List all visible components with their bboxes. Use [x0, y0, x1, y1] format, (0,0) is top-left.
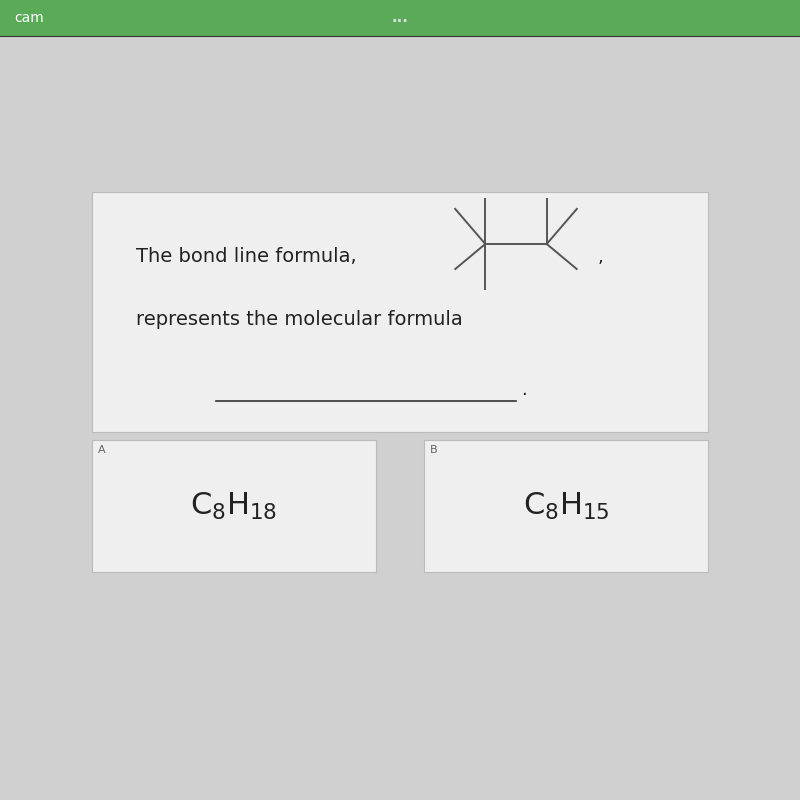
Text: cam: cam: [14, 11, 44, 25]
FancyBboxPatch shape: [92, 192, 708, 432]
FancyBboxPatch shape: [0, 0, 800, 36]
Text: $\mathregular{C_8H_{18}}$: $\mathregular{C_8H_{18}}$: [190, 490, 278, 522]
Text: A: A: [98, 445, 106, 454]
Text: ...: ...: [391, 10, 409, 26]
Text: $\mathregular{C_8H_{15}}$: $\mathregular{C_8H_{15}}$: [522, 490, 610, 522]
Text: B: B: [430, 445, 438, 454]
Text: represents the molecular formula: represents the molecular formula: [136, 310, 462, 329]
FancyBboxPatch shape: [424, 440, 708, 572]
FancyBboxPatch shape: [92, 440, 376, 572]
Text: The bond line formula,: The bond line formula,: [136, 247, 357, 266]
Text: ,: ,: [598, 248, 604, 266]
Text: .: .: [521, 381, 526, 399]
